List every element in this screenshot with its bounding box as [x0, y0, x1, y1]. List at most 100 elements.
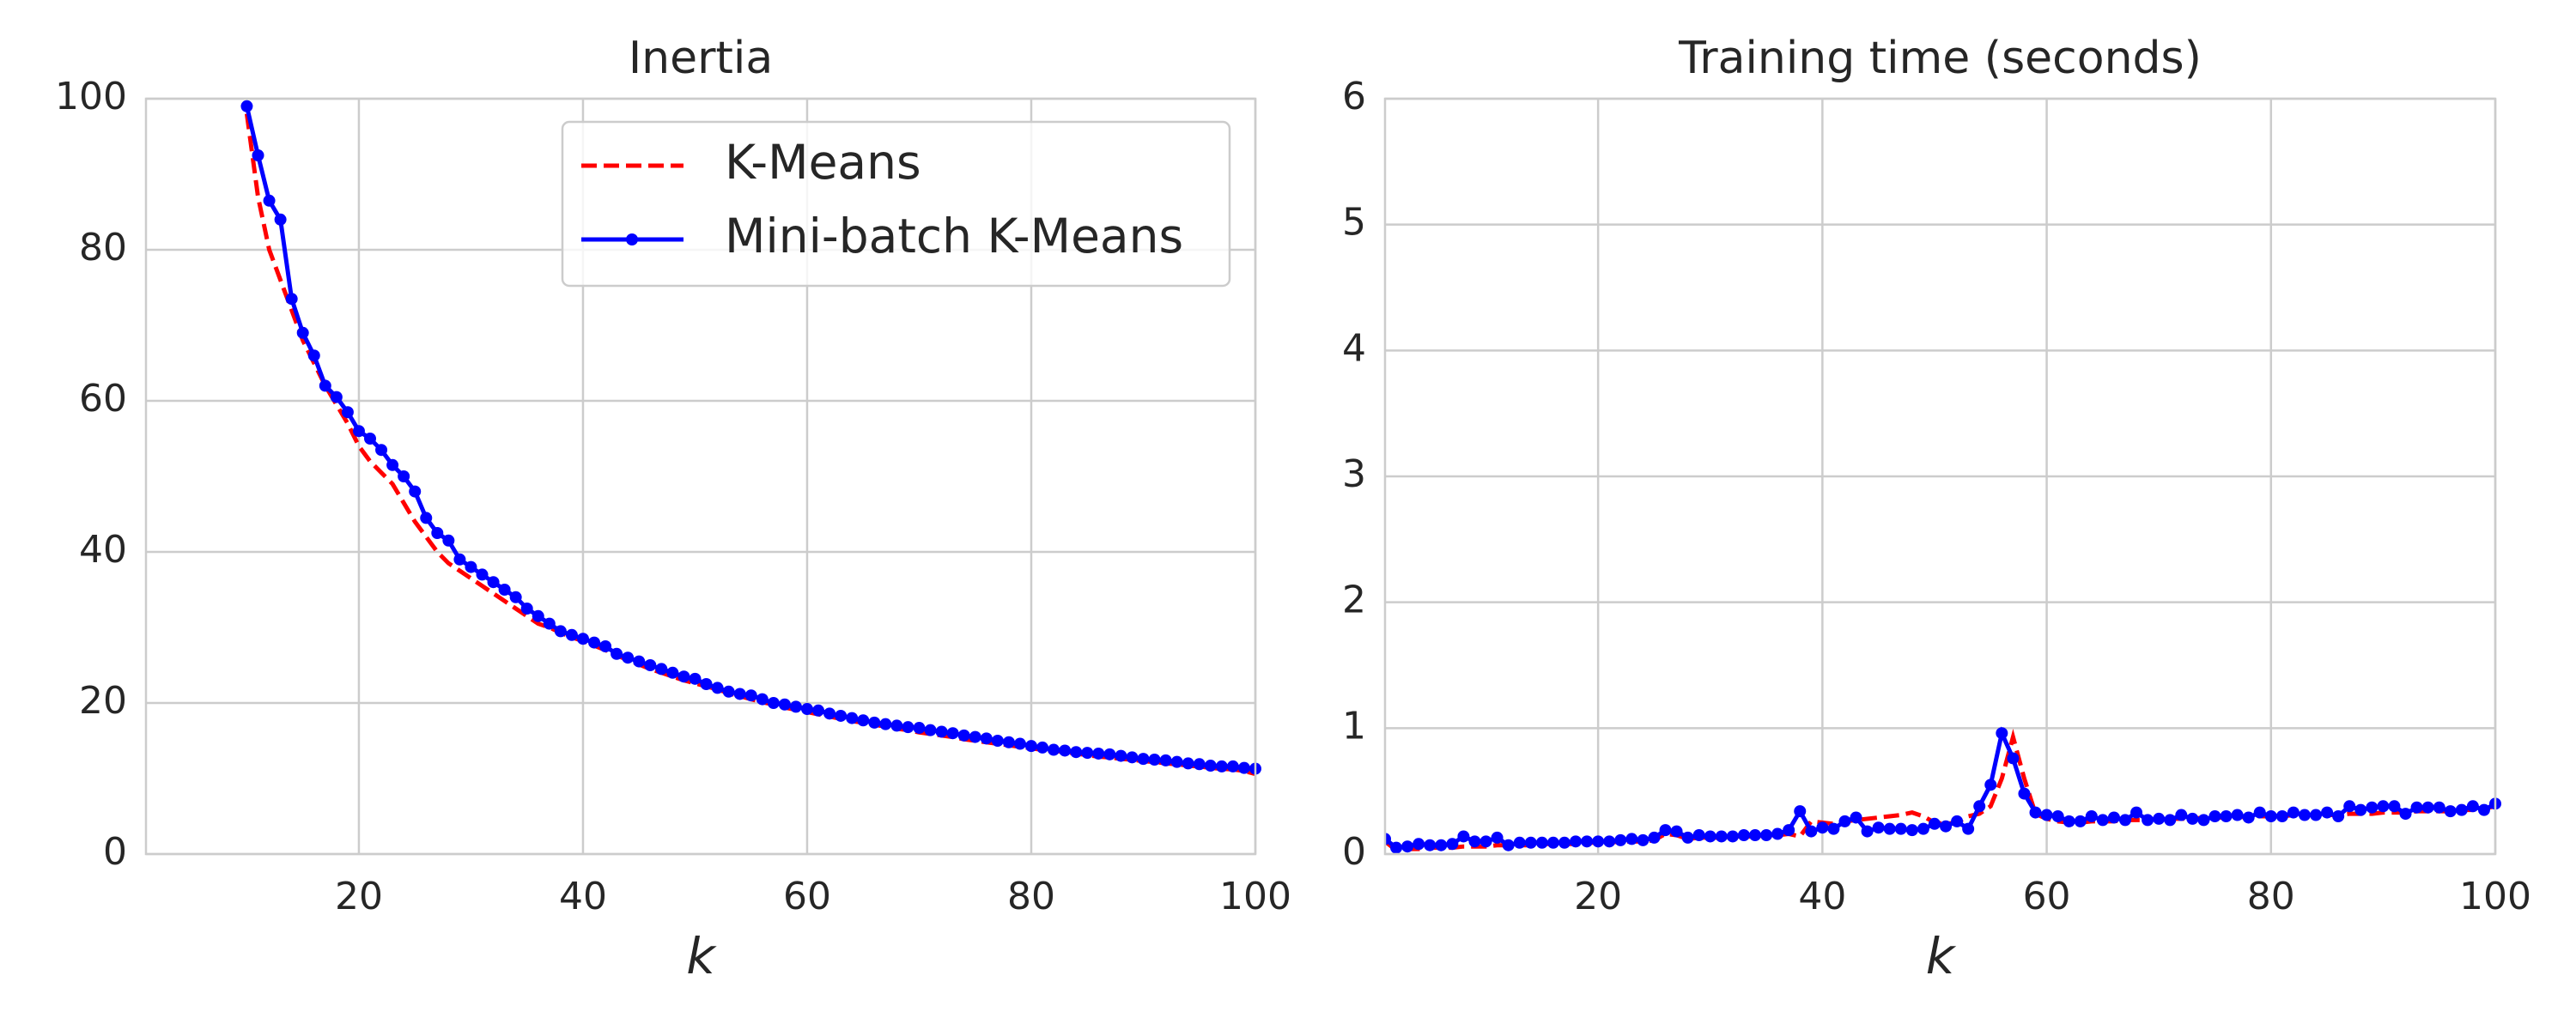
data-point [1036, 741, 1049, 754]
x-axis-label: k [1926, 927, 1957, 985]
data-point [1524, 836, 1537, 849]
data-point [946, 727, 959, 740]
data-point [386, 458, 399, 471]
data-point [565, 628, 578, 641]
data-point [375, 444, 388, 457]
data-point [2354, 803, 2367, 816]
data-point [487, 576, 500, 589]
y-tick-label: 5 [1342, 201, 1366, 245]
data-point [543, 617, 556, 630]
data-point [1603, 835, 1616, 848]
x-tick-label: 20 [1574, 875, 1622, 918]
data-point [319, 379, 331, 392]
data-point [1794, 805, 1807, 818]
data-point [1513, 836, 1526, 849]
data-point [2287, 806, 2300, 819]
subplot: 0 20 40 60 80 100 20 40 60 80 100 Inertia k K-Means Mi… [55, 33, 1291, 985]
data-point [2096, 814, 2109, 827]
data-point [1013, 737, 1026, 750]
x-tick-label: 60 [783, 875, 831, 918]
data-point [1917, 822, 1929, 835]
data-point [677, 670, 690, 683]
data-point [1435, 839, 1448, 851]
data-point [2275, 810, 2288, 822]
data-point [296, 326, 309, 339]
axes-frame [144, 97, 1257, 856]
data-point [1928, 817, 1941, 830]
data-point [1715, 830, 1728, 843]
chart-title: Inertia [629, 33, 773, 84]
data-point [2175, 809, 2188, 821]
data-point [2018, 787, 2031, 800]
data-point [2051, 810, 2064, 822]
data-point [263, 194, 276, 207]
data-point [465, 560, 477, 573]
data-point [1951, 815, 1964, 827]
data-point [902, 721, 914, 734]
data-point [1894, 822, 1907, 835]
data-point [409, 485, 422, 498]
data-point [2366, 801, 2379, 814]
data-point [532, 609, 544, 622]
data-point [2119, 814, 2131, 827]
y-tick-label: 20 [79, 679, 127, 723]
data-point [991, 735, 1004, 747]
data-point [1170, 755, 1183, 768]
data-point [1838, 815, 1851, 827]
data-point [442, 534, 455, 547]
data-point [800, 703, 813, 716]
data-point [1502, 839, 1515, 851]
data-point [823, 707, 836, 720]
data-point [2029, 806, 2042, 819]
y-tick-label: 2 [1342, 579, 1366, 622]
data-point [1659, 824, 1672, 837]
data-point [1424, 839, 1437, 851]
data-point [285, 293, 298, 306]
data-point [1973, 800, 1986, 813]
data-point [307, 349, 320, 362]
data-point [2377, 800, 2390, 813]
data-point [733, 688, 746, 700]
data-point [1570, 835, 1583, 848]
data-point [1002, 736, 1015, 748]
data-point [1137, 753, 1150, 766]
data-point [767, 697, 780, 709]
data-point [1457, 830, 1470, 843]
data-point [2208, 810, 2221, 822]
data-point [655, 663, 668, 676]
data-point [857, 714, 870, 727]
data-point [1905, 824, 1918, 837]
data-point [2321, 806, 2334, 819]
data-point [520, 603, 533, 615]
x-tick-label: 40 [1798, 875, 1846, 918]
data-point [1446, 838, 1459, 851]
data-point [778, 698, 791, 711]
data-point [2455, 803, 2468, 816]
subplot: 0 1 2 3 4 5 6 20 40 60 80 100 Training time (seconds… [1342, 33, 2531, 985]
data-point [1103, 748, 1116, 760]
data-point [1883, 822, 1896, 835]
data-point [1126, 751, 1139, 764]
data-point [2107, 811, 2120, 824]
y-tick-label: 4 [1342, 326, 1366, 370]
x-tick-label: 100 [2459, 875, 2531, 918]
data-point [890, 719, 903, 732]
y-tick-label: 1 [1342, 704, 1366, 748]
data-point [744, 689, 757, 702]
data-point [1070, 746, 1083, 759]
data-point [2231, 809, 2244, 821]
data-point [1535, 836, 1548, 849]
data-point [431, 527, 444, 539]
data-point [1783, 824, 1795, 837]
data-point [1215, 760, 1228, 772]
data-point [1771, 827, 1784, 840]
data-point [330, 391, 343, 403]
data-point [1984, 779, 1997, 791]
data-point [1081, 747, 1094, 760]
data-point [2421, 801, 2434, 814]
data-point [453, 553, 466, 566]
y-tick-label: 0 [103, 830, 127, 874]
legend-label: Mini-batch K-Means [725, 209, 1183, 264]
data-point [1625, 833, 1638, 845]
